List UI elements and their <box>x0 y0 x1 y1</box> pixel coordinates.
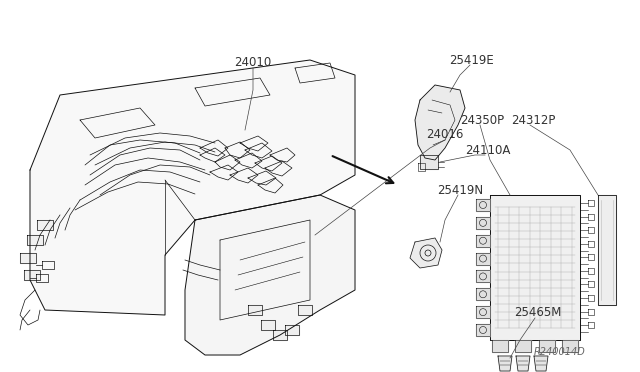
Text: 25419E: 25419E <box>450 54 494 67</box>
Polygon shape <box>476 306 490 318</box>
Polygon shape <box>298 305 312 315</box>
Polygon shape <box>492 340 508 352</box>
Polygon shape <box>27 235 43 245</box>
Polygon shape <box>476 270 490 282</box>
Polygon shape <box>30 60 355 315</box>
Polygon shape <box>20 253 36 263</box>
Polygon shape <box>476 253 490 264</box>
Polygon shape <box>261 320 275 330</box>
Polygon shape <box>562 340 578 352</box>
Polygon shape <box>498 356 512 371</box>
Polygon shape <box>598 195 616 305</box>
Polygon shape <box>516 356 530 371</box>
Polygon shape <box>248 305 262 315</box>
Polygon shape <box>476 199 490 211</box>
Polygon shape <box>285 325 299 335</box>
Polygon shape <box>490 195 580 340</box>
Polygon shape <box>515 340 531 352</box>
Text: 25419N: 25419N <box>437 183 483 196</box>
Polygon shape <box>185 195 355 355</box>
Polygon shape <box>273 330 287 340</box>
Polygon shape <box>24 270 40 280</box>
Text: R240014D: R240014D <box>534 347 586 357</box>
Polygon shape <box>539 340 555 352</box>
Text: 24312P: 24312P <box>511 113 555 126</box>
Polygon shape <box>476 288 490 300</box>
Polygon shape <box>410 238 442 268</box>
Polygon shape <box>37 220 53 230</box>
Polygon shape <box>415 85 465 160</box>
Polygon shape <box>476 217 490 229</box>
Polygon shape <box>476 235 490 247</box>
Text: 24010: 24010 <box>234 57 271 70</box>
Text: 24350P: 24350P <box>460 113 504 126</box>
Text: 24110A: 24110A <box>465 144 511 157</box>
Polygon shape <box>534 356 548 371</box>
Polygon shape <box>476 324 490 336</box>
Polygon shape <box>420 155 438 169</box>
Text: 24016: 24016 <box>426 128 464 141</box>
Text: 25465M: 25465M <box>515 307 562 320</box>
